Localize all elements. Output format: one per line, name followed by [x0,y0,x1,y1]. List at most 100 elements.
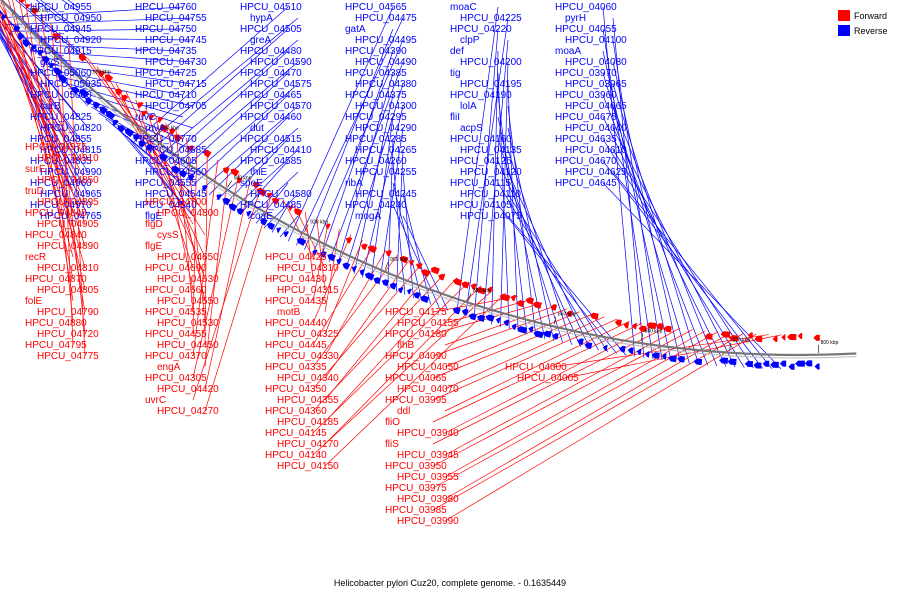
rev-gene-label: HPCU_04825 [30,112,92,123]
fwd-gene-label: HPCU_04450 [157,340,219,351]
fwd-gene-label: HPCU_04975 [25,142,87,153]
rev-gene-label: HPCU_04220 [450,24,512,35]
fwd-gene-label: folE [25,296,43,307]
rev-leader-line [602,72,690,364]
legend-forward: Forward [838,8,888,23]
fwd-gene-label: HPCU_04370 [145,351,207,362]
rev-gene-label: HPCU_04590 [250,57,312,68]
rev-gene-label: HPCU_04135 [460,145,522,156]
reverse-gene-arrow [267,222,276,231]
reverse-gene-arrow [179,170,188,178]
genome-backbone-shadow [0,1,857,359]
rev-gene-label: greA [250,35,271,46]
forward-gene-arrow [32,8,39,15]
kbp-tick-label: 840 kbp [645,328,663,334]
reverse-gene-arrow [503,319,510,327]
rev-gene-label: HPCU_04575 [250,79,312,90]
fwd-gene-label: HPCU_04070 [397,384,459,395]
rev-leader-line [170,61,299,170]
rev-leader-line [337,72,394,266]
fwd-leader-line [192,145,198,335]
rev-leader-line [0,32,79,206]
fwd-leader-line [324,277,458,423]
fwd-leader-line [0,12,74,236]
reverse-gene-arrow [577,338,584,345]
rev-leader-line [24,44,184,52]
rev-leader-line [141,17,299,148]
reverse-gene-arrow [814,363,820,370]
reverse-gene-arrow [312,249,318,256]
rev-gene-label: speE [240,178,263,189]
forward-gene-arrow [461,281,470,289]
reverse-gene-arrow [359,269,365,276]
reverse-gene-arrow [528,326,534,333]
fwd-leader-line [444,333,757,522]
rev-leader-line [57,76,194,107]
legend-forward-label: Forward [854,10,888,21]
rev-gene-label: HPCU_04225 [460,13,522,24]
reverse-gene-arrow [117,125,126,133]
kbp-tick [154,130,160,138]
kbp-tick-label: 940 kbp [234,176,252,182]
reverse-gene-arrow [644,351,650,358]
forward-gene-arrow [236,177,243,184]
fwd-gene-label: HPCU_04335 [265,362,327,373]
reverse-gene-arrow [17,33,25,41]
forward-gene-arrow [663,325,672,333]
reverse-gene-arrow [762,360,770,367]
rev-gene-label: ribA [345,178,363,189]
fwd-gene-label: HPCU_04310 [277,263,339,274]
reverse-gene-arrow [342,262,351,270]
rev-gene-label: HPCU_04515 [240,134,302,145]
rev-leader-line [0,28,89,151]
rev-gene-label: HPCU_04645 [555,178,617,189]
reverse-gene-arrow [413,292,421,299]
rev-leader-line [35,0,89,41]
rev-gene-label: HPCU_04555 [135,178,197,189]
rev-gene-label: HPCU_05060 [30,68,92,79]
rev-gene-label: HPCU_04960 [30,178,92,189]
fwd-leader-line [68,40,86,357]
rev-gene-label: acpS [460,123,483,134]
reverse-gene-arrow [476,314,486,322]
forward-gene-arrow [78,53,87,62]
rev-leader-line [18,37,194,41]
fwd-leader-line [204,193,273,412]
fwd-leader-line [145,107,206,280]
fwd-gene-label: HPCU_04790 [37,307,99,318]
forward-gene-arrow [325,223,331,230]
fwd-gene-label: HPCU_04430 [265,274,327,285]
fwd-gene-label: HPCU_04155 [397,318,459,329]
rev-gene-label: HPCU_04510 [240,2,302,13]
rev-gene-label: HPCU_04760 [135,2,197,13]
rev-gene-label: flgE [145,211,163,222]
forward-gene-arrow [632,323,638,330]
fwd-leader-line [0,10,86,181]
rev-gene-label: HPCU_04495 [355,35,417,46]
reverse-gene-arrow [228,203,238,212]
rev-gene-label: HPCU_04290 [355,123,417,134]
reverse-gene-arrow [283,231,289,238]
rev-gene-label: HPCU_04200 [460,57,522,68]
forward-gene-arrow [174,134,183,142]
rev-leader-line [239,160,289,215]
rev-gene-label: dut [250,123,264,134]
kbp-tick [384,262,389,270]
fwd-gene-label: HPCU_04360 [265,406,327,417]
rev-leader-line [602,50,672,362]
fwd-leader-line [312,281,470,434]
rev-leader-line [271,204,289,233]
fwd-gene-label: fliS [385,439,399,450]
fwd-leader-line [32,4,86,313]
fwd-leader-line [432,331,719,489]
reverse-gene-arrow [651,352,660,359]
rev-leader-line [378,127,404,285]
fwd-gene-label: motB [277,307,301,318]
forward-gene-arrow [223,167,230,174]
rev-gene-label: HPCU_04120 [460,167,522,178]
reverse-gene-arrow [511,323,517,330]
rev-leader-line [163,50,289,164]
rev-gene-label: HPCU_04465 [240,90,302,101]
reverse-gene-arrow [79,89,90,99]
legend-reverse-label: Reverse [854,25,888,36]
